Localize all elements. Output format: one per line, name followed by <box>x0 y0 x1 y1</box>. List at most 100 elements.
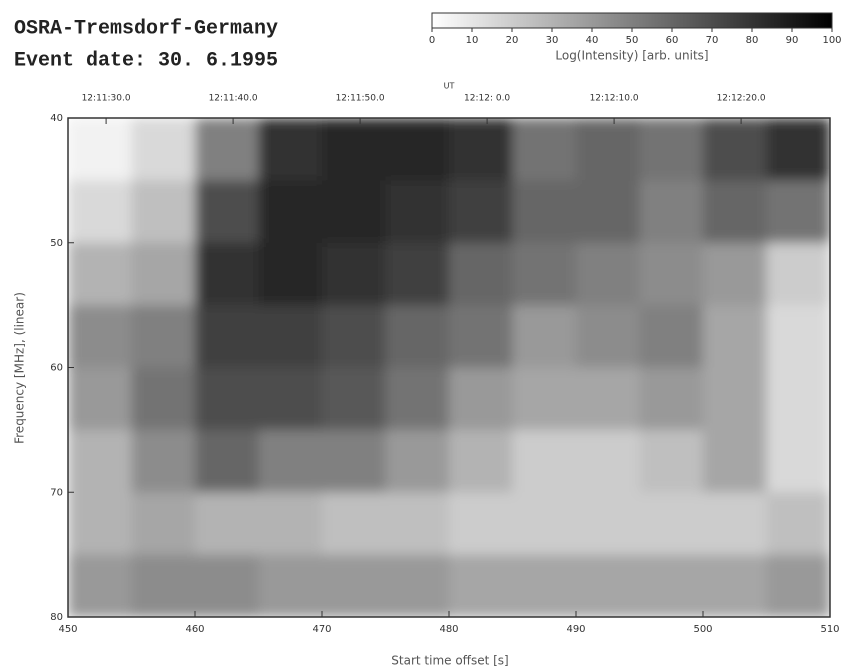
heat-cell <box>576 492 640 555</box>
heat-cell <box>640 180 704 243</box>
colorbar-tick-label: 40 <box>586 35 599 46</box>
heat-cell <box>767 118 831 181</box>
y-tick-label: 80 <box>50 612 63 623</box>
heat-cell <box>322 305 386 368</box>
heat-cell <box>767 555 831 618</box>
top-tick-label: 12:12: 0.0 <box>464 94 510 104</box>
heat-cell <box>386 430 450 493</box>
heat-cell <box>449 368 513 431</box>
heat-cell <box>767 305 831 368</box>
heat-cell <box>640 305 704 368</box>
colorbar-tick-label: 0 <box>429 35 435 46</box>
heat-cell <box>195 243 259 306</box>
heat-cell <box>449 118 513 181</box>
top-tick-label: 12:12:20.0 <box>717 94 766 104</box>
heat-cell <box>68 430 132 493</box>
heat-cell <box>640 430 704 493</box>
heat-cell <box>576 555 640 618</box>
chart-subtitle: Event date: 30. 6.1995 <box>14 49 278 72</box>
y-tick-label: 70 <box>50 487 63 498</box>
heat-cell <box>703 118 767 181</box>
x-tick-label: 460 <box>185 624 204 635</box>
heat-cell <box>259 118 323 181</box>
heat-cell <box>513 243 577 306</box>
colorbar-tick-label: 90 <box>786 35 799 46</box>
heat-cell <box>640 118 704 181</box>
heatmap-cells <box>68 118 831 618</box>
heat-cell <box>132 180 196 243</box>
heat-cell <box>132 243 196 306</box>
heat-cell <box>767 430 831 493</box>
heat-cell <box>259 180 323 243</box>
heat-cell <box>703 368 767 431</box>
heat-cell <box>640 243 704 306</box>
heat-cell <box>767 368 831 431</box>
x-axis-label: Start time offset [s] <box>391 654 508 668</box>
heat-cell <box>322 180 386 243</box>
colorbar-tick-label: 10 <box>466 35 479 46</box>
heat-cell <box>132 118 196 181</box>
heat-cell <box>195 118 259 181</box>
top-tick-label: 12:11:50.0 <box>336 94 385 104</box>
y-tick-label: 60 <box>50 363 63 374</box>
heat-cell <box>132 305 196 368</box>
heat-cell <box>68 243 132 306</box>
heat-cell <box>703 305 767 368</box>
heat-cell <box>322 430 386 493</box>
heat-cell <box>513 492 577 555</box>
heat-cell <box>259 305 323 368</box>
heat-cell <box>449 555 513 618</box>
heat-cell <box>132 555 196 618</box>
y-axis-label: Frequency [MHz], (linear) <box>13 292 27 444</box>
heat-cell <box>68 368 132 431</box>
heat-cell <box>195 305 259 368</box>
x-tick-label: 470 <box>312 624 331 635</box>
heat-cell <box>132 492 196 555</box>
heat-cell <box>449 243 513 306</box>
heat-cell <box>513 180 577 243</box>
heat-cell <box>449 180 513 243</box>
chart: OSRA-Tremsdorf-Germany Event date: 30. 6… <box>0 0 845 670</box>
heat-cell <box>386 180 450 243</box>
y-tick-label: 50 <box>50 238 63 249</box>
heat-cell <box>195 180 259 243</box>
heat-cell <box>703 430 767 493</box>
colorbar-tick-label: 20 <box>506 35 519 46</box>
heat-cell <box>449 305 513 368</box>
heat-cell <box>322 368 386 431</box>
heat-cell <box>576 430 640 493</box>
heat-cell <box>195 555 259 618</box>
heat-cell <box>449 430 513 493</box>
x-tick-label: 490 <box>566 624 585 635</box>
heat-cell <box>322 243 386 306</box>
colorbar-label: Log(Intensity) [arb. units] <box>555 49 708 63</box>
heat-cell <box>322 555 386 618</box>
heat-cell <box>449 492 513 555</box>
colorbar-tick-label: 80 <box>746 35 759 46</box>
colorbar <box>432 13 832 28</box>
heat-cell <box>259 492 323 555</box>
top-tick-label: 12:11:30.0 <box>82 94 131 104</box>
heat-cell <box>386 118 450 181</box>
x-tick-label: 480 <box>439 624 458 635</box>
heat-cell <box>576 180 640 243</box>
heat-cell <box>195 368 259 431</box>
colorbar-tick-label: 60 <box>666 35 679 46</box>
heat-cell <box>68 492 132 555</box>
colorbar-tick-label: 100 <box>822 35 841 46</box>
heat-cell <box>259 243 323 306</box>
heat-cell <box>513 368 577 431</box>
colorbar-tick-label: 30 <box>546 35 559 46</box>
heat-cell <box>259 430 323 493</box>
top-axis-label: UT <box>444 82 455 91</box>
heat-cell <box>259 555 323 618</box>
x-tick-label: 510 <box>820 624 839 635</box>
heat-cell <box>132 430 196 493</box>
top-tick-label: 12:11:40.0 <box>209 94 258 104</box>
heat-cell <box>386 555 450 618</box>
heat-cell <box>386 305 450 368</box>
heat-cell <box>513 555 577 618</box>
heat-cell <box>576 305 640 368</box>
top-tick-label: 12:12:10.0 <box>590 94 639 104</box>
heat-cell <box>703 243 767 306</box>
